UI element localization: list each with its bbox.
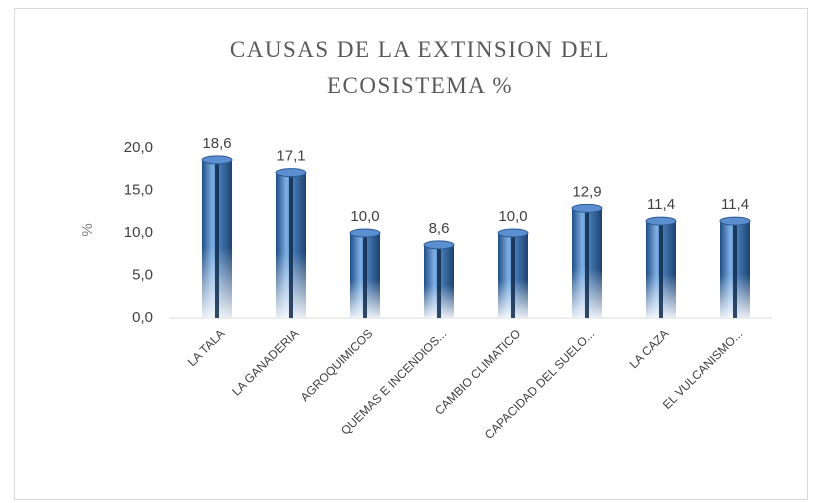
bar-cap <box>201 155 233 165</box>
value-label: 10,0 <box>350 208 379 225</box>
x-tick-label: AGROQUIMICOS <box>298 326 376 404</box>
bar-cap <box>349 228 381 238</box>
bar-stripe <box>215 162 219 318</box>
x-tick-label: LA GANADERIA <box>229 326 301 398</box>
chart-title: CAUSAS DE LA EXTINSION DEL ECOSISTEMA % <box>229 37 611 98</box>
y-tick-label: 0,0 <box>132 309 153 326</box>
y-axis-label: % <box>79 223 96 236</box>
x-tick-label: LA TALA <box>185 326 228 369</box>
value-label: 18,6 <box>202 135 231 152</box>
value-label: 11,4 <box>721 196 749 213</box>
y-tick-label: 20,0 <box>124 139 153 156</box>
bar-cap <box>645 216 677 226</box>
value-label: 8,6 <box>429 220 450 237</box>
x-tick-label: EL VULCANISMO... <box>660 326 746 412</box>
chart-frame <box>14 8 808 500</box>
bar-stripe <box>659 224 663 318</box>
bar-cap <box>719 216 751 226</box>
value-label: 12,9 <box>572 183 601 200</box>
value-label: 10,0 <box>498 208 527 225</box>
y-tick-label: 15,0 <box>124 181 153 198</box>
bar-cap <box>275 168 307 178</box>
value-label: 17,1 <box>276 148 305 165</box>
bar-stripe <box>733 224 737 318</box>
bar-stripe <box>363 236 367 318</box>
x-tick-label: LA CAZA <box>627 326 672 371</box>
bar-cap <box>497 228 529 238</box>
bar-cap <box>571 203 603 213</box>
bar-stripe <box>289 175 293 318</box>
y-tick-label: 10,0 <box>124 224 153 241</box>
bar-stripe <box>511 236 515 318</box>
bar-stripe <box>585 211 589 318</box>
y-tick-label: 5,0 <box>132 266 153 283</box>
value-label: 11,4 <box>647 196 675 213</box>
bar-stripe <box>437 247 441 318</box>
bar-cap <box>423 240 455 250</box>
